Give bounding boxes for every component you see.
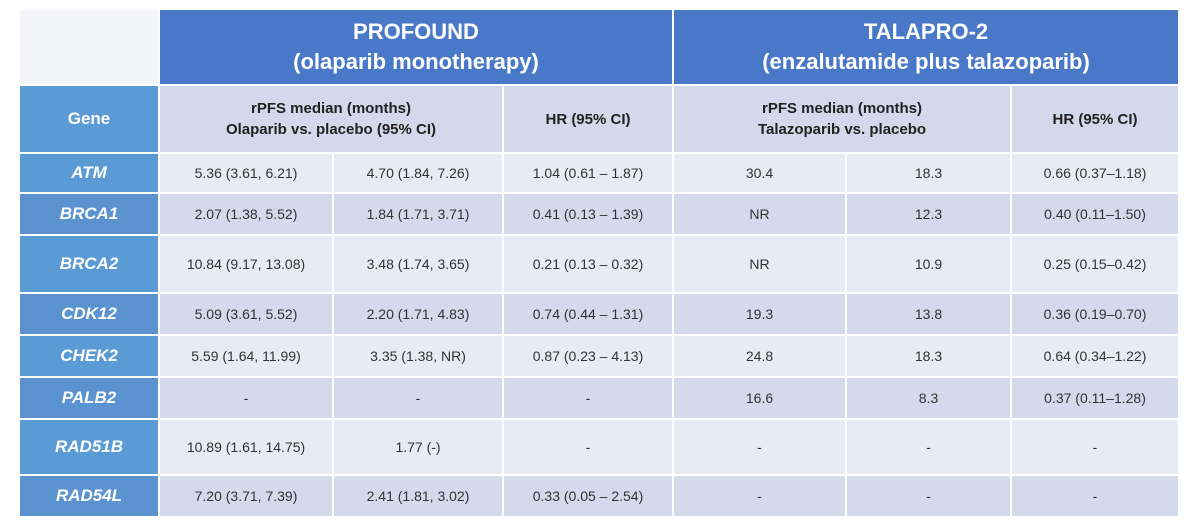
- data-cell: 3.48 (1.74, 3.65): [332, 234, 504, 294]
- group-header: PROFOUND (olaparib monotherapy): [158, 8, 674, 86]
- header-line: Talazoparib vs. placebo: [757, 121, 927, 138]
- data-cell: 2.20 (1.71, 4.83): [332, 292, 504, 336]
- column-header: rPFS median (months) Talazoparib vs. plac…: [672, 84, 1012, 154]
- column-header: HR (95% CI): [502, 84, 674, 154]
- data-cell: -: [502, 376, 674, 420]
- header-line: HR (95% CI): [1052, 110, 1138, 128]
- header-line: Olaparib vs. placebo (95% CI): [225, 121, 437, 138]
- data-cell: 30.4: [672, 152, 847, 194]
- data-cell: 16.6: [672, 376, 847, 420]
- gene-name: RAD54L: [18, 474, 160, 518]
- data-cell: 0.21 (0.13 – 0.32): [502, 234, 674, 294]
- data-cell: 0.25 (0.15–0.42): [1009, 234, 1181, 294]
- gene-table: PROFOUND (olaparib monotherapy) TALAPRO-2 (…: [18, 8, 1181, 518]
- data-cell: -: [845, 418, 1012, 476]
- data-cell: 24.8: [672, 334, 847, 378]
- gene-name: CDK12: [18, 292, 160, 336]
- table-container: PROFOUND (olaparib monotherapy) TALAPRO-2 (…: [18, 8, 1181, 518]
- data-row: ATM 5.36 (3.61, 6.21) 4.70 (1.84, 7.26) 1.0…: [18, 152, 1181, 194]
- data-row: CDK12 5.09 (3.61, 5.52) 2.20 (1.71, 4.83) 0…: [18, 292, 1181, 336]
- data-cell: NR: [672, 192, 847, 236]
- gene-name: RAD51B: [18, 418, 160, 476]
- group-subtitle: (olaparib monotherapy): [293, 49, 539, 74]
- group-title: PROFOUND: [353, 19, 479, 44]
- data-cell: -: [672, 418, 847, 476]
- data-row: PALB2- - -16.6 8.3 0.37 (0.11–1.28): [18, 376, 1181, 420]
- data-cell: 10.9: [845, 234, 1012, 294]
- data-cell: 0.87 (0.23 – 4.13): [502, 334, 674, 378]
- data-row: BRCA1 2.07 (1.38, 5.52) 1.84 (1.71, 3.71) 0…: [18, 192, 1181, 236]
- column-header: HR (95% CI): [1009, 84, 1181, 154]
- corner-cell: [18, 8, 160, 86]
- header-line: rPFS median (months): [250, 100, 411, 117]
- data-row: RAD51B 10.89 (1.61, 14.75) 1.77 (-) - - - -: [18, 418, 1181, 476]
- data-cell: 1.77 (-): [332, 418, 504, 476]
- data-cell: 0.41 (0.13 – 1.39): [502, 192, 674, 236]
- data-cell: 5.09 (3.61, 5.52): [158, 292, 334, 336]
- data-cell: -: [502, 418, 674, 476]
- data-row: CHEK2 5.59 (1.64, 11.99) 3.35 (1.38, NR) 0.…: [18, 334, 1181, 378]
- group-title: TALAPRO-2: [863, 19, 989, 44]
- data-cell: 7.20 (3.71, 7.39): [158, 474, 334, 518]
- data-cell: 1.04 (0.61 – 1.87): [502, 152, 674, 194]
- data-cell: 0.37 (0.11–1.28): [1009, 376, 1181, 420]
- data-cell: 12.3: [845, 192, 1012, 236]
- group-header-row: PROFOUND (olaparib monotherapy) TALAPRO-2 (…: [18, 8, 1181, 86]
- gene-name: ATM: [18, 152, 160, 194]
- data-cell: 13.8: [845, 292, 1012, 336]
- data-cell: 0.74 (0.44 – 1.31): [502, 292, 674, 336]
- data-cell: -: [672, 474, 847, 518]
- data-cell: 5.36 (3.61, 6.21): [158, 152, 334, 194]
- data-cell: -: [332, 376, 504, 420]
- data-cell: -: [158, 376, 334, 420]
- data-cell: 0.66 (0.37–1.18): [1009, 152, 1181, 194]
- gene-name: BRCA2: [18, 234, 160, 294]
- group-header: TALAPRO-2 (enzalutamide plus talazoparib): [671, 8, 1181, 86]
- data-cell: 18.3: [845, 334, 1012, 378]
- group-subtitle: (enzalutamide plus talazoparib): [762, 49, 1090, 74]
- gene-name: CHEK2: [18, 334, 160, 378]
- data-cell: 18.3: [845, 152, 1012, 194]
- gene-name: PALB2: [18, 376, 160, 420]
- data-cell: 8.3: [845, 376, 1012, 420]
- gene-name: BRCA1: [18, 192, 160, 236]
- data-cell: 19.3: [672, 292, 847, 336]
- data-cell: -: [1009, 474, 1181, 518]
- data-cell: 2.07 (1.38, 5.52): [158, 192, 334, 236]
- data-cell: 0.36 (0.19–0.70): [1009, 292, 1181, 336]
- data-row: BRCA2 10.84 (9.17, 13.08) 3.48 (1.74, 3.65…: [18, 234, 1181, 294]
- data-cell: 0.40 (0.11–1.50): [1009, 192, 1181, 236]
- header-line: rPFS median (months): [761, 100, 922, 117]
- data-cell: -: [1009, 418, 1181, 476]
- column-header: rPFS median (months) Olaparib vs. placebo…: [158, 84, 504, 154]
- header-line: HR (95% CI): [545, 110, 631, 128]
- data-cell: 3.35 (1.38, NR): [332, 334, 504, 378]
- subheader-row: Gene rPFS median (months) Olaparib vs. pla…: [18, 84, 1181, 154]
- data-cell: 10.89 (1.61, 14.75): [158, 418, 334, 476]
- data-cell: 4.70 (1.84, 7.26): [332, 152, 504, 194]
- data-cell: 10.84 (9.17, 13.08): [158, 234, 334, 294]
- data-cell: 1.84 (1.71, 3.71): [332, 192, 504, 236]
- data-cell: NR: [672, 234, 847, 294]
- data-cell: -: [845, 474, 1012, 518]
- data-cell: 0.33 (0.05 – 2.54): [502, 474, 674, 518]
- data-cell: 2.41 (1.81, 3.02): [332, 474, 504, 518]
- data-row: RAD54L 7.20 (3.71, 7.39) 2.41 (1.81, 3.02)…: [18, 474, 1181, 518]
- data-cell: 0.64 (0.34–1.22): [1009, 334, 1181, 378]
- data-cell: 5.59 (1.64, 11.99): [158, 334, 334, 378]
- gene-header: Gene: [18, 84, 160, 154]
